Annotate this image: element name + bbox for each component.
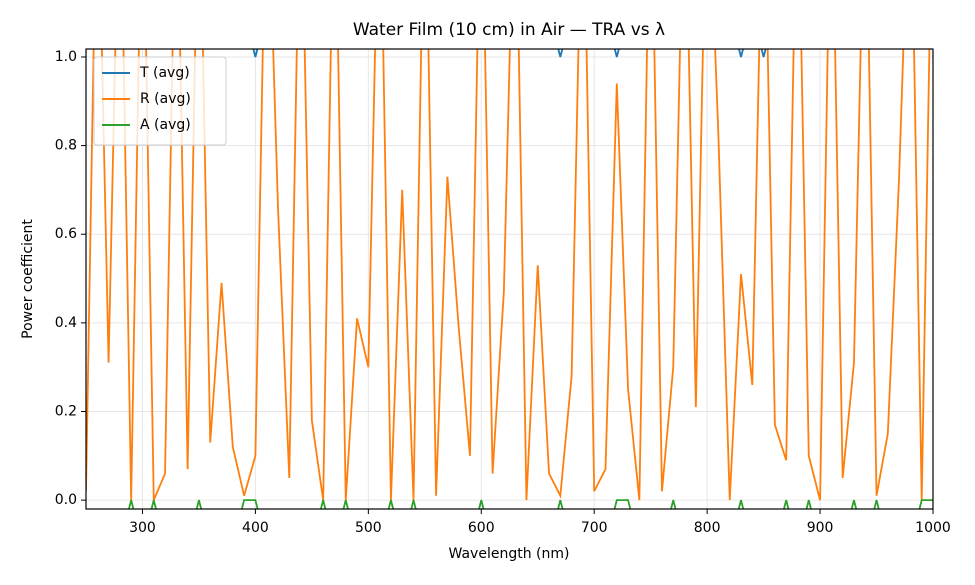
plot-area — [86, 49, 933, 509]
y-tick-label: 0.0 — [55, 492, 77, 508]
axes-frame — [85, 48, 934, 510]
y-tick-label: 0.2 — [55, 404, 77, 420]
x-tick-label: 300 — [129, 520, 156, 536]
chart-title: Water Film (10 cm) in Air — TRA vs λ — [353, 20, 665, 40]
y-tick-label: 0.6 — [55, 226, 77, 242]
x-tick-label: 600 — [468, 520, 495, 536]
legend: T (avg) R (avg) A (avg) — [93, 56, 227, 146]
grid — [86, 49, 934, 509]
y-tick-label: 0.4 — [55, 315, 77, 331]
x-tick-label: 400 — [242, 520, 269, 536]
y-tick-label: 1.0 — [55, 49, 77, 65]
legend-label: R (avg) — [140, 91, 191, 107]
x-tick-label: 1000 — [915, 520, 951, 536]
series-line — [86, 49, 931, 501]
ticks: 0.0 0.2 0.4 0.6 0.8 1.0 300 400 500 600 700 800 900 1… — [55, 49, 951, 536]
legend-box — [93, 56, 227, 146]
y-axis-label: Power coefficient — [20, 219, 36, 339]
y-tick-label: 0.8 — [55, 138, 77, 154]
legend-label: T (avg) — [139, 65, 190, 81]
x-axis-label: Wavelength (nm) — [449, 546, 570, 562]
x-tick-label: 900 — [807, 520, 834, 536]
legend-label: A (avg) — [140, 117, 191, 133]
x-tick-label: 700 — [581, 520, 608, 536]
x-tick-label: 500 — [355, 520, 382, 536]
x-tick-label: 800 — [694, 520, 721, 536]
